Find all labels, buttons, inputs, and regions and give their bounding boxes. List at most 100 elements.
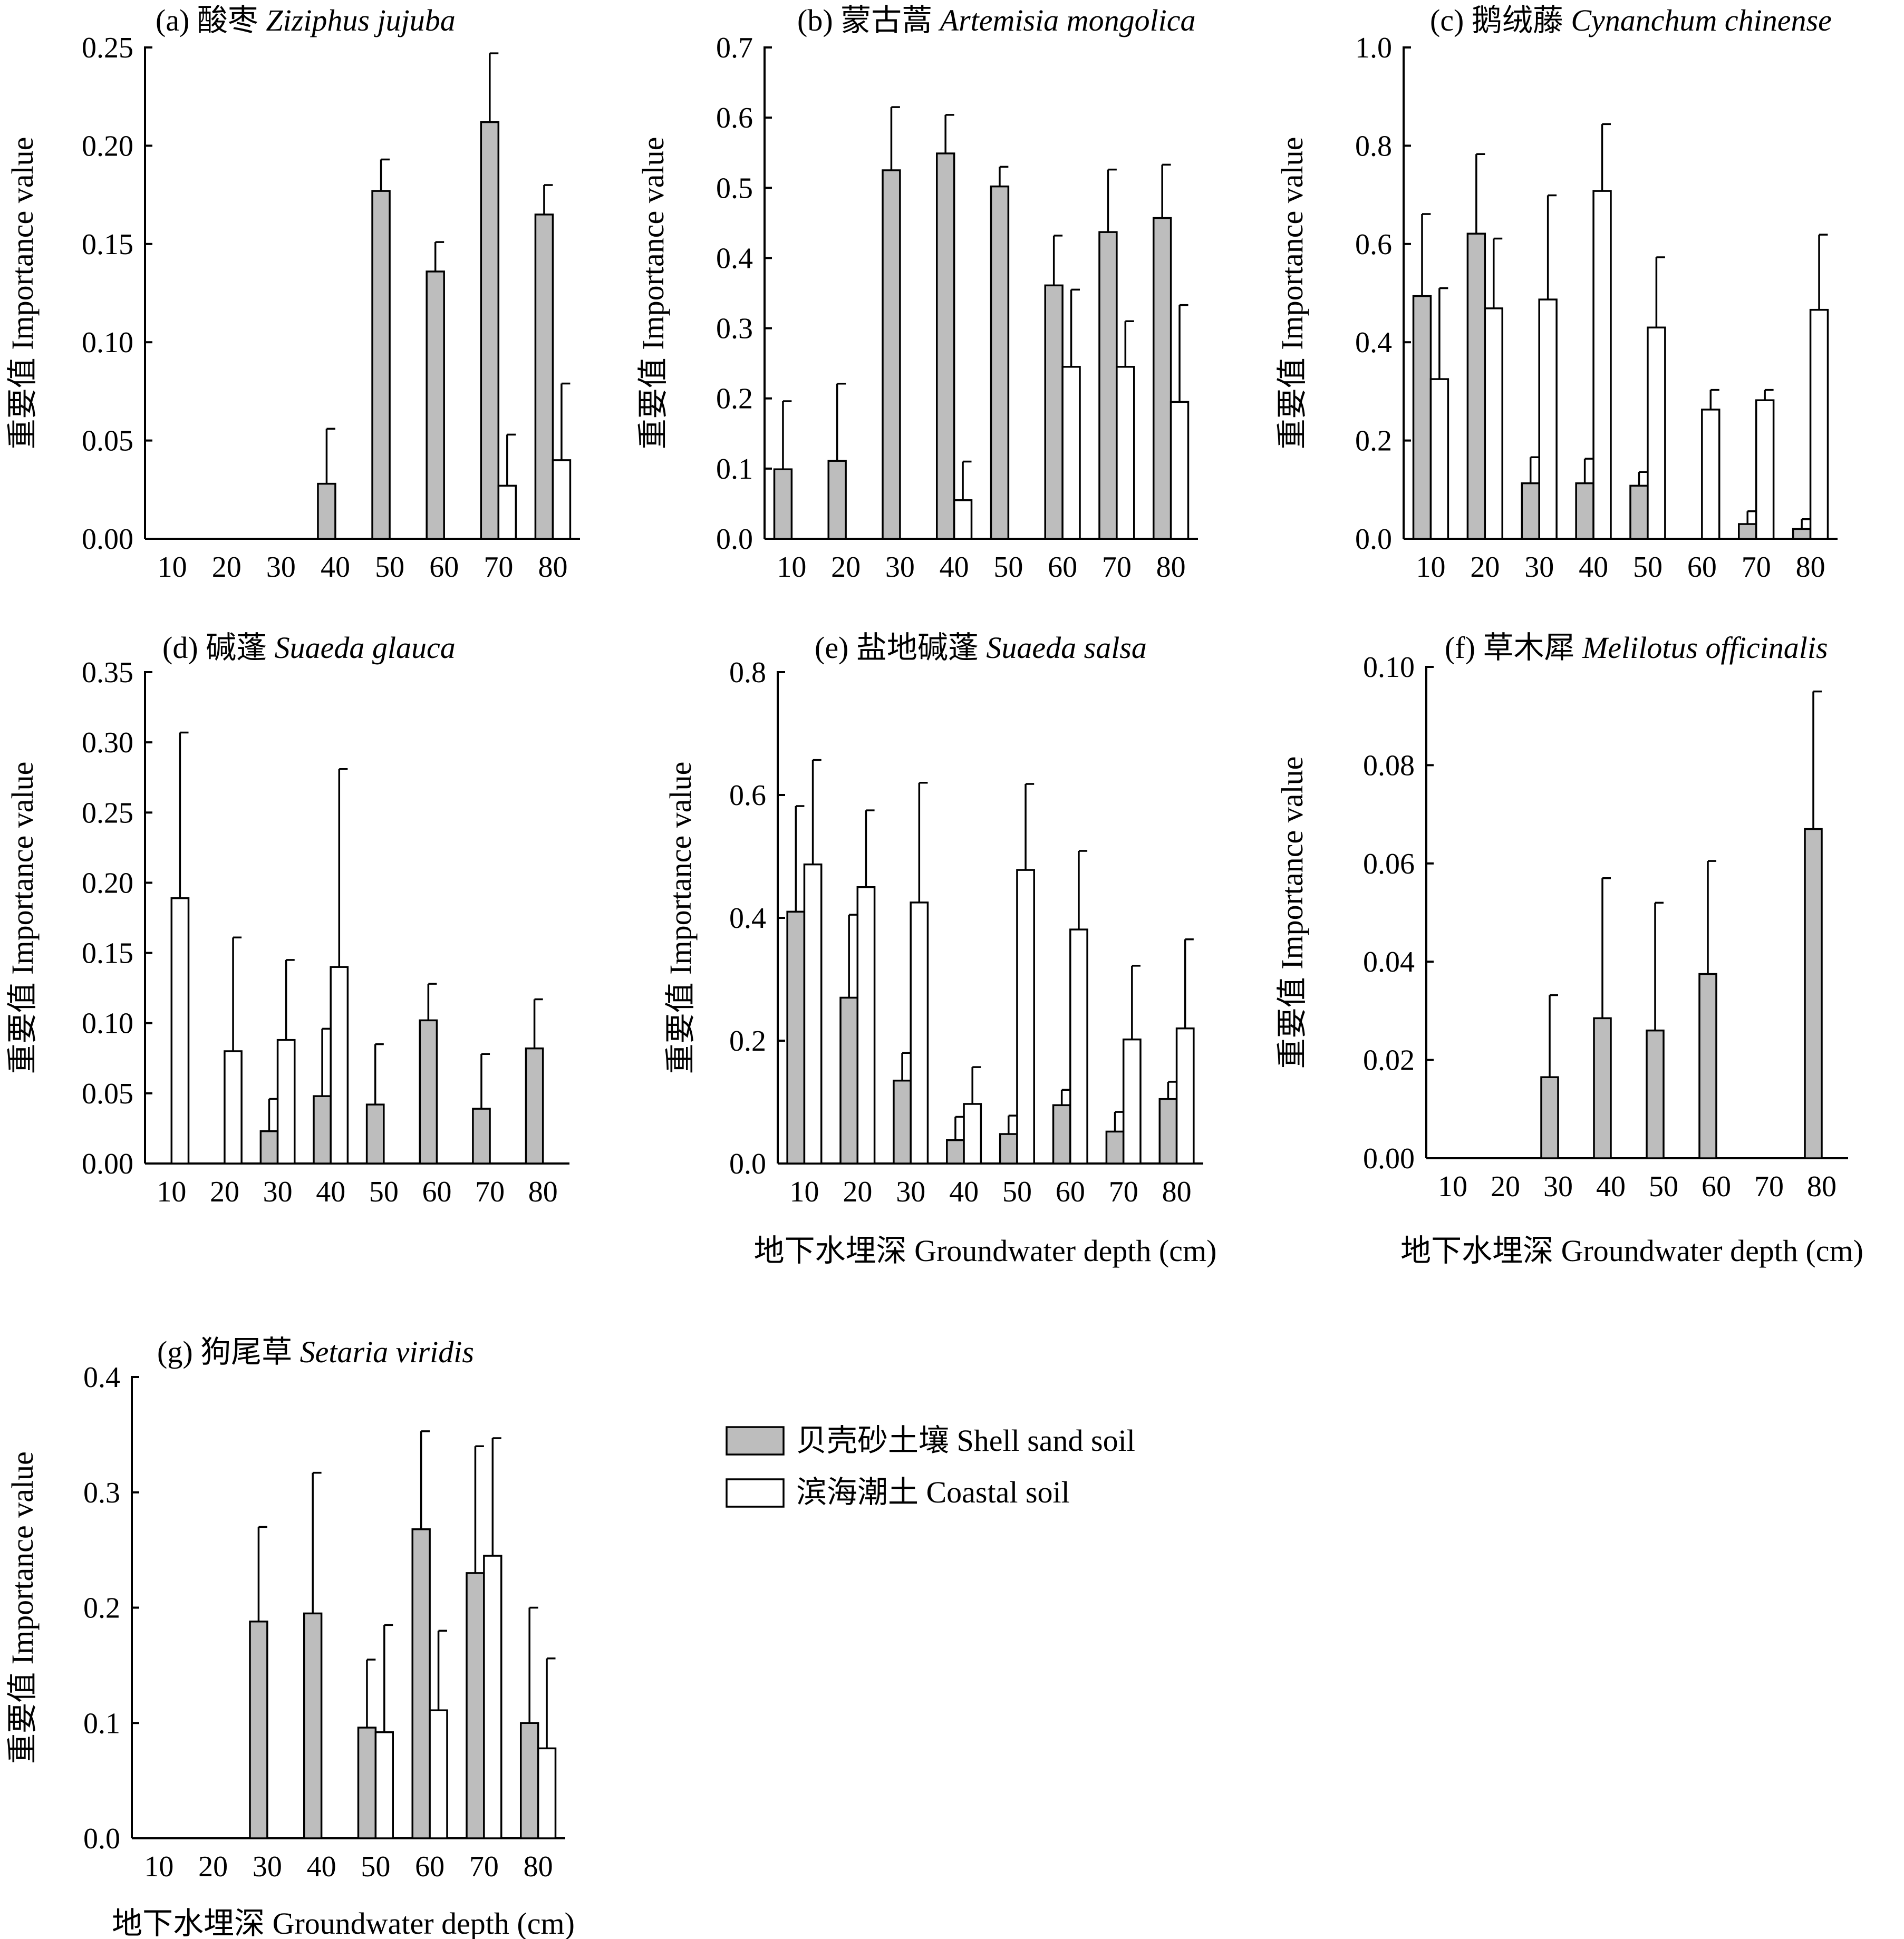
x-tick-label: 10 bbox=[157, 1176, 186, 1208]
x-tick-label: 30 bbox=[253, 1850, 282, 1883]
bar-coastal bbox=[483, 1555, 502, 1839]
y-tick-label: 0.25 bbox=[82, 32, 133, 64]
bar-coastal bbox=[953, 499, 973, 540]
bar-shell-sand bbox=[1698, 973, 1717, 1159]
bar-shell-sand bbox=[1521, 482, 1540, 540]
x-tick-label: 50 bbox=[369, 1176, 399, 1208]
y-tick-label: 0.1 bbox=[716, 453, 753, 486]
bar-shell-sand bbox=[259, 1130, 279, 1165]
x-tick-label: 50 bbox=[1649, 1170, 1678, 1203]
x-tick-label: 30 bbox=[896, 1176, 925, 1208]
y-tick-label: 0.25 bbox=[82, 797, 133, 829]
panel-title-e: (e) 盐地碱蓬 Suaeda salsa bbox=[815, 631, 1147, 665]
bar-shell-sand bbox=[893, 1079, 912, 1165]
panel-title-a: (a) 酸枣 Ziziphus jujuba bbox=[156, 3, 456, 37]
y-tick-label: 0.04 bbox=[1363, 946, 1415, 978]
x-tick-label: 60 bbox=[429, 551, 459, 584]
y-tick-label: 0.2 bbox=[729, 1025, 766, 1058]
y-tick-label: 0.4 bbox=[716, 242, 753, 275]
y-tick-label: 0.8 bbox=[1355, 130, 1392, 162]
x-tick-label: 80 bbox=[1162, 1176, 1192, 1208]
legend-label-coastal: 滨海潮土 Coastal soil bbox=[796, 1475, 1070, 1509]
x-tick-label: 70 bbox=[484, 551, 513, 584]
bar-coastal bbox=[374, 1731, 394, 1839]
y-tick-label: 0.00 bbox=[82, 523, 133, 556]
y-axis-label: 重要值 Importance value bbox=[1275, 757, 1309, 1069]
y-tick-label: 0.20 bbox=[82, 130, 133, 162]
bar-coastal bbox=[1592, 190, 1612, 540]
y-tick-label: 0.0 bbox=[729, 1148, 766, 1180]
bar-coastal bbox=[1116, 366, 1135, 540]
x-tick-label: 20 bbox=[843, 1176, 872, 1208]
bar-shell-sand bbox=[1152, 217, 1172, 540]
bar-coastal bbox=[1538, 298, 1558, 540]
y-axis-label: 重要值 Importance value bbox=[5, 1451, 40, 1764]
x-tick-label: 40 bbox=[316, 1176, 345, 1208]
x-tick-label: 20 bbox=[212, 551, 241, 584]
bar-shell-sand bbox=[1792, 528, 1812, 540]
x-tick-label: 10 bbox=[777, 551, 806, 584]
bar-shell-sand bbox=[1412, 295, 1432, 540]
bar-coastal bbox=[856, 886, 876, 1165]
y-tick-label: 0.2 bbox=[716, 383, 753, 415]
bar-coastal bbox=[1755, 399, 1775, 540]
bar-shell-sand bbox=[357, 1727, 377, 1839]
bar-shell-sand bbox=[1098, 231, 1118, 540]
bar-coastal bbox=[1016, 869, 1035, 1165]
bar-shell-sand bbox=[426, 270, 445, 540]
x-tick-label: 10 bbox=[1438, 1170, 1467, 1203]
bar-coastal bbox=[224, 1050, 243, 1165]
bar-shell-sand bbox=[419, 1019, 438, 1165]
y-tick-label: 0.10 bbox=[82, 326, 133, 359]
bar-shell-sand bbox=[1052, 1104, 1071, 1165]
legend: 贝壳砂土壤 Shell sand soil 滨海潮土 Coastal soil bbox=[726, 1423, 1135, 1509]
y-axis-label: 重要值 Importance value bbox=[5, 762, 40, 1074]
bar-shell-sand bbox=[411, 1528, 431, 1839]
bar-shell-sand bbox=[317, 482, 336, 540]
x-tick-label: 30 bbox=[1524, 551, 1554, 584]
y-axis-label: 重要值 Importance value bbox=[636, 137, 670, 450]
x-tick-label: 20 bbox=[1491, 1170, 1520, 1203]
x-tick-label: 80 bbox=[1807, 1170, 1837, 1203]
y-tick-label: 0.20 bbox=[82, 867, 133, 899]
panel-title-f: (f) 草木犀 Melilotus officinalis bbox=[1445, 631, 1828, 665]
bar-shell-sand bbox=[534, 214, 554, 540]
y-tick-label: 0.35 bbox=[82, 656, 133, 689]
bar-shell-sand bbox=[773, 468, 793, 540]
y-tick-label: 0.00 bbox=[82, 1148, 133, 1180]
bar-shell-sand bbox=[371, 190, 391, 540]
y-tick-label: 0.5 bbox=[716, 172, 753, 205]
y-tick-label: 0.05 bbox=[82, 425, 133, 458]
bar-coastal bbox=[552, 459, 572, 540]
bar-coastal bbox=[330, 966, 349, 1165]
chart-panel-b: (b) 蒙古蒿 Artemisia mongolica 0.0 0.1 0.2 0.3 0… bbox=[636, 3, 1198, 584]
x-tick-label: 50 bbox=[375, 551, 404, 584]
chart-panel-a: (a) 酸枣 Ziziphus jujuba 0.00 0.05 0.10 0.15 0.… bbox=[5, 3, 580, 584]
bar-shell-sand bbox=[472, 1108, 491, 1165]
bar-shell-sand bbox=[1044, 284, 1064, 540]
bar-shell-sand bbox=[935, 152, 955, 540]
bar-shell-sand bbox=[1629, 484, 1649, 540]
y-tick-label: 0.4 bbox=[1355, 326, 1392, 359]
panel-title-b: (b) 蒙古蒿 Artemisia mongolica bbox=[797, 3, 1196, 37]
y-axis-label: 重要值 Importance value bbox=[663, 762, 698, 1074]
legend-label-shell-sand: 贝壳砂土壤 Shell sand soil bbox=[796, 1423, 1135, 1458]
x-tick-label: 10 bbox=[1416, 551, 1445, 584]
bar-coastal bbox=[429, 1709, 448, 1839]
x-tick-label: 40 bbox=[1596, 1170, 1626, 1203]
x-axis-label: 地下水埋深 Groundwater depth (cm) bbox=[754, 1234, 1217, 1268]
bar-shell-sand bbox=[365, 1103, 385, 1165]
x-tick-label: 60 bbox=[1048, 551, 1077, 584]
y-tick-label: 0.0 bbox=[83, 1822, 120, 1855]
y-axis-label: 重要值 Importance value bbox=[5, 137, 40, 450]
panel-title-d: (d) 碱蓬 Suaeda glauca bbox=[162, 631, 456, 665]
x-tick-label: 40 bbox=[1579, 551, 1608, 584]
bar-shell-sand bbox=[882, 169, 901, 540]
x-tick-label: 70 bbox=[475, 1176, 505, 1208]
bar-shell-sand bbox=[786, 910, 806, 1165]
x-tick-label: 80 bbox=[528, 1176, 558, 1208]
y-tick-label: 1.0 bbox=[1355, 32, 1392, 64]
x-tick-label: 80 bbox=[538, 551, 567, 584]
x-tick-label: 40 bbox=[321, 551, 350, 584]
y-tick-label: 0.15 bbox=[82, 937, 133, 970]
